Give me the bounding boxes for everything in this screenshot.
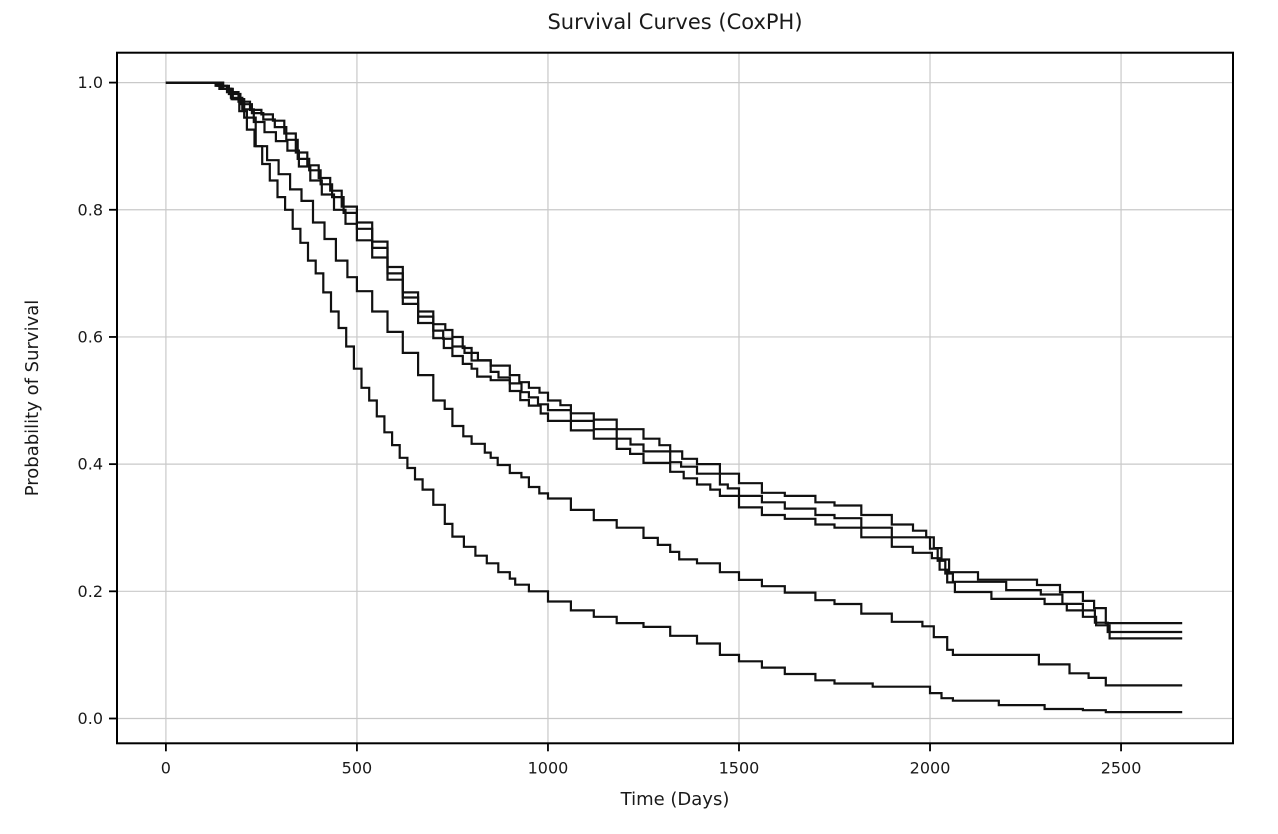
survival-curve-2	[165, 81, 1183, 634]
plot-border	[116, 51, 1234, 745]
x-tick-label: 2000	[910, 758, 951, 777]
x-axis-label: Time (Days)	[620, 789, 730, 810]
y-tick-label: 1.0	[78, 73, 103, 92]
x-tick-label: 500	[342, 758, 373, 777]
y-tick-label: 0.6	[78, 327, 103, 346]
x-tick-label: 2500	[1101, 758, 1142, 777]
y-tick-label: 0.8	[78, 200, 103, 219]
x-tick-label: 1000	[528, 758, 569, 777]
survival-curve-3	[165, 81, 1183, 640]
y-tick-label: 0.4	[78, 455, 103, 474]
x-tick-label: 0	[161, 758, 171, 777]
x-tick-label: 1500	[719, 758, 760, 777]
chart-title: Survival Curves (CoxPH)	[547, 10, 803, 34]
y-tick-label: 0.0	[78, 709, 103, 728]
survival-curve-1	[165, 81, 1183, 625]
survival-curve-5	[165, 81, 1183, 714]
y-tick-label: 0.2	[78, 582, 103, 601]
survival-curve-4	[165, 81, 1183, 687]
